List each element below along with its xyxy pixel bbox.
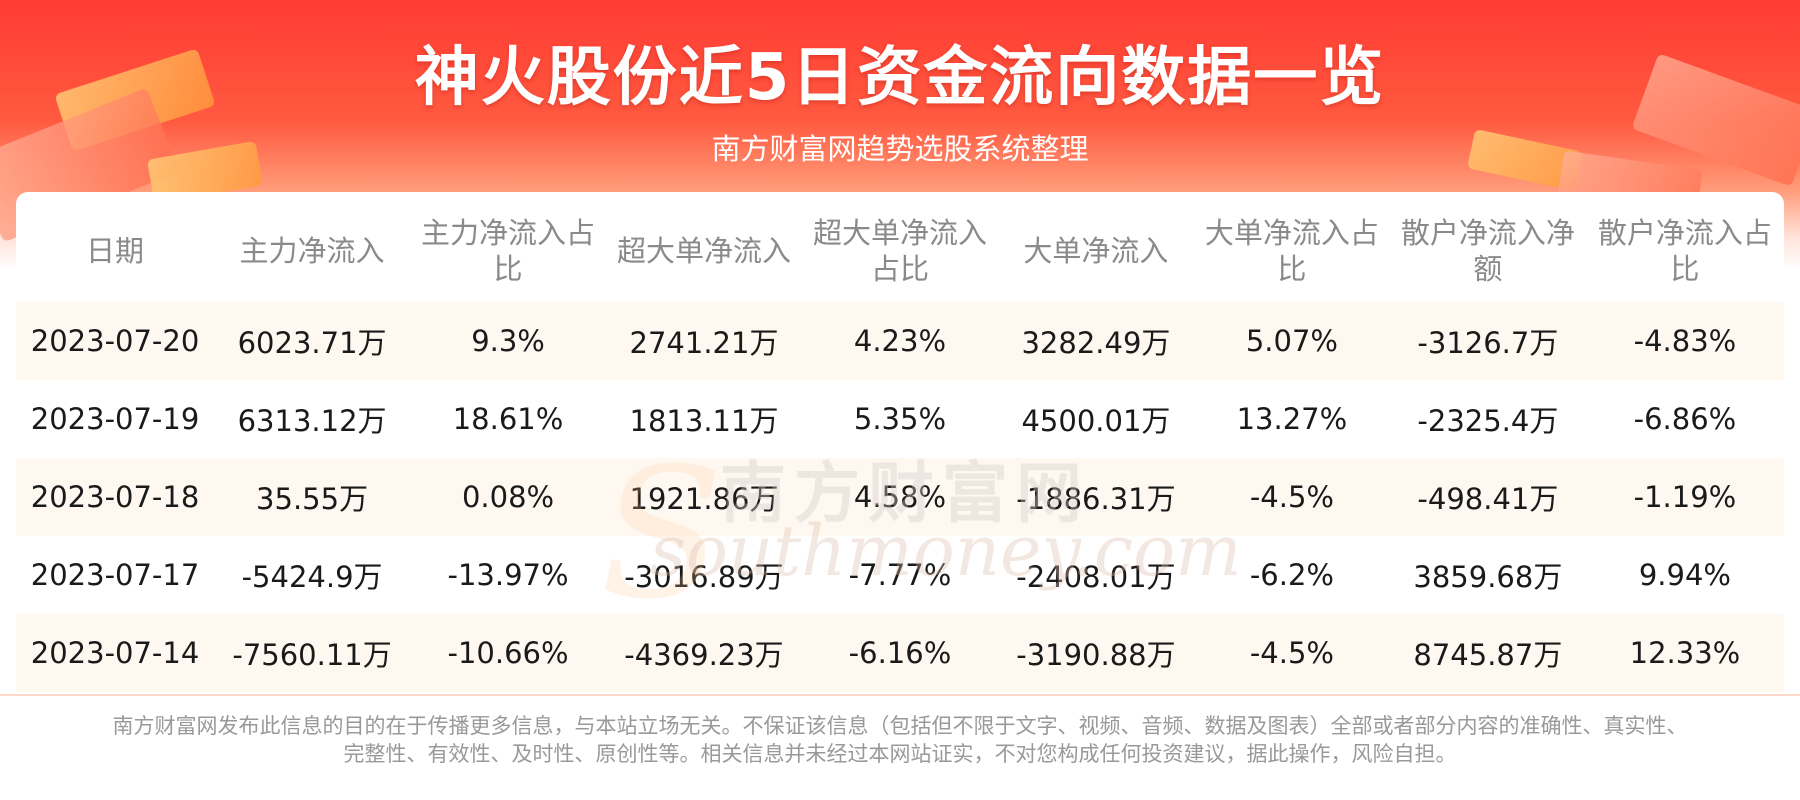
cell-large-inflow: -3190.88万 <box>997 614 1194 692</box>
cell-large-ratio: 13.27% <box>1193 380 1390 458</box>
cell-super-large-inflow: 2741.21万 <box>606 302 802 380</box>
cell-large-ratio: -4.5% <box>1193 614 1390 692</box>
table-row: 2023-07-20 6023.71万 9.3% 2741.21万 4.23% … <box>16 302 1784 380</box>
cell-super-large-ratio: -7.77% <box>801 536 998 614</box>
cell-large-inflow: -1886.31万 <box>997 458 1194 536</box>
column-header-large-ratio: 大单净流入占比 <box>1204 216 1379 286</box>
cell-retail-ratio: 9.94% <box>1585 536 1784 614</box>
cell-main-inflow-ratio: 9.3% <box>410 302 607 380</box>
cell-large-ratio: -4.5% <box>1193 458 1390 536</box>
cell-main-inflow: -5424.9万 <box>214 536 411 614</box>
column-header-super-large-inflow: 超大单净流入 <box>616 234 791 268</box>
cell-main-inflow: 6313.12万 <box>214 380 411 458</box>
cell-super-large-ratio: 5.35% <box>801 380 998 458</box>
cell-main-inflow-ratio: 0.08% <box>410 458 607 536</box>
cell-retail-ratio: -4.83% <box>1585 302 1784 380</box>
cell-super-large-ratio: 4.23% <box>801 302 998 380</box>
cell-super-large-inflow: -3016.89万 <box>606 536 802 614</box>
disclaimer: 南方财富网发布此信息的目的在于传播更多信息，与本站立场无关。不保证该信息（包括但… <box>60 712 1740 768</box>
cell-date: 2023-07-14 <box>16 614 215 692</box>
cell-large-inflow: -2408.01万 <box>997 536 1194 614</box>
table-row: 2023-07-18 35.55万 0.08% 1921.86万 4.58% -… <box>16 458 1784 536</box>
table-row: 2023-07-14 -7560.11万 -10.66% -4369.23万 -… <box>16 614 1784 692</box>
cell-retail-ratio: -1.19% <box>1585 458 1784 536</box>
column-header-retail-ratio: 散户净流入占比 <box>1597 216 1772 286</box>
cell-date: 2023-07-20 <box>16 302 215 380</box>
cell-main-inflow-ratio: -13.97% <box>410 536 607 614</box>
cell-large-inflow: 4500.01万 <box>997 380 1194 458</box>
table-row: 2023-07-19 6313.12万 18.61% 1813.11万 5.35… <box>16 380 1784 458</box>
cell-main-inflow-ratio: 18.61% <box>410 380 607 458</box>
column-header-large-inflow: 大单净流入 <box>1023 234 1169 268</box>
table-header-row: 日期 主力净流入 主力净流入占比 超大单净流入 超大单净流入占比 大单净流入 大… <box>16 200 1784 302</box>
fund-flow-table: 日期 主力净流入 主力净流入占比 超大单净流入 超大单净流入占比 大单净流入 大… <box>16 200 1784 692</box>
page-title: 神火股份近5日资金流向数据一览 <box>414 41 1386 115</box>
cell-super-large-ratio: -6.16% <box>801 614 998 692</box>
cell-retail-inflow: -498.41万 <box>1389 458 1586 536</box>
cell-main-inflow: 6023.71万 <box>214 302 411 380</box>
table-row: 2023-07-17 -5424.9万 -13.97% -3016.89万 -7… <box>16 536 1784 614</box>
page-subtitle: 南方财富网趋势选股系统整理 <box>711 132 1089 166</box>
column-header-main-inflow: 主力净流入 <box>239 234 385 268</box>
cell-retail-ratio: 12.33% <box>1585 614 1784 692</box>
footer-divider <box>0 694 1800 696</box>
cell-retail-inflow: -2325.4万 <box>1389 380 1586 458</box>
cell-retail-inflow: -3126.7万 <box>1389 302 1586 380</box>
cell-super-large-inflow: -4369.23万 <box>606 614 802 692</box>
column-header-date: 日期 <box>86 234 145 268</box>
cell-super-large-inflow: 1921.86万 <box>606 458 802 536</box>
cell-super-large-inflow: 1813.11万 <box>606 380 802 458</box>
cell-large-ratio: 5.07% <box>1193 302 1390 380</box>
cell-retail-inflow: 3859.68万 <box>1389 536 1586 614</box>
cell-date: 2023-07-17 <box>16 536 215 614</box>
cell-super-large-ratio: 4.58% <box>801 458 998 536</box>
column-header-retail-inflow: 散户净流入净额 <box>1400 216 1575 286</box>
cell-date: 2023-07-18 <box>16 458 215 536</box>
cell-large-ratio: -6.2% <box>1193 536 1390 614</box>
column-header-super-large-ratio: 超大单净流入占比 <box>812 216 987 286</box>
disclaimer-line-2: 完整性、有效性、及时性、原创性等。相关信息并未经过本网站证实，不对您构成任何投资… <box>343 742 1457 766</box>
cell-main-inflow: 35.55万 <box>214 458 411 536</box>
cell-retail-inflow: 8745.87万 <box>1389 614 1586 692</box>
column-header-main-inflow-ratio: 主力净流入占比 <box>421 216 596 286</box>
cell-large-inflow: 3282.49万 <box>997 302 1194 380</box>
cell-retail-ratio: -6.86% <box>1585 380 1784 458</box>
disclaimer-line-1: 南方财富网发布此信息的目的在于传播更多信息，与本站立场无关。不保证该信息（包括但… <box>112 714 1688 738</box>
cell-main-inflow: -7560.11万 <box>214 614 411 692</box>
cell-main-inflow-ratio: -10.66% <box>410 614 607 692</box>
cell-date: 2023-07-19 <box>16 380 215 458</box>
